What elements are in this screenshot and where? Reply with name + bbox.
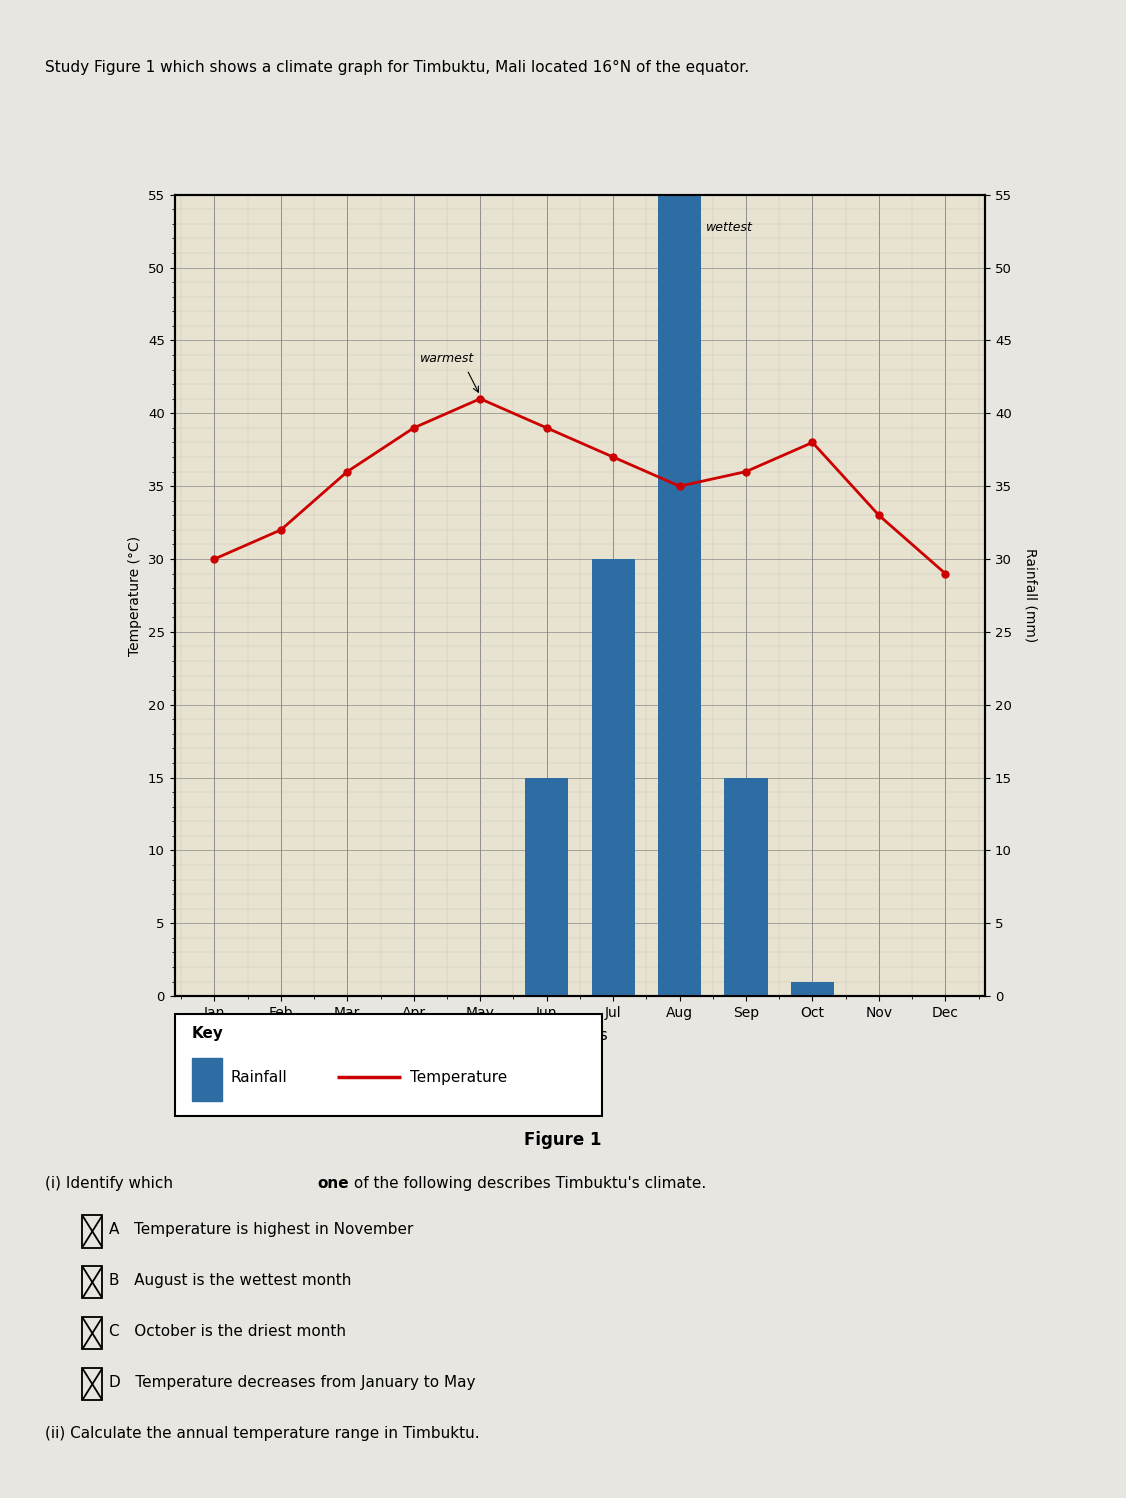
Text: warmest: warmest [420, 352, 475, 366]
Text: of the following describes Timbuktu's climate.: of the following describes Timbuktu's cl… [349, 1176, 706, 1191]
Text: Rainfall: Rainfall [230, 1070, 287, 1085]
Bar [525, 777, 569, 996]
Y-axis label: Temperature (°C): Temperature (°C) [128, 535, 142, 656]
Bar [591, 559, 635, 996]
Text: C   October is the driest month: C October is the driest month [109, 1324, 346, 1339]
Bar [790, 981, 834, 996]
Text: wettest: wettest [706, 222, 753, 234]
Text: B   August is the wettest month: B August is the wettest month [109, 1273, 351, 1288]
Text: Key: Key [191, 1026, 224, 1041]
Bar [724, 777, 768, 996]
Text: Study Figure 1 which shows a climate graph for Timbuktu, Mali located 16°N of th: Study Figure 1 which shows a climate gra… [45, 60, 749, 75]
Text: (ii) Calculate the annual temperature range in Timbuktu.: (ii) Calculate the annual temperature ra… [45, 1426, 480, 1441]
Text: (i) Identify which: (i) Identify which [45, 1176, 178, 1191]
Text: D   Temperature decreases from January to May: D Temperature decreases from January to … [109, 1375, 475, 1390]
Bar [191, 1058, 222, 1101]
Bar [658, 195, 701, 996]
Text: Figure 1: Figure 1 [525, 1131, 601, 1149]
Text: one: one [318, 1176, 349, 1191]
Text: A   Temperature is highest in November: A Temperature is highest in November [109, 1222, 413, 1237]
X-axis label: Months: Months [552, 1028, 608, 1043]
Text: Temperature: Temperature [410, 1070, 507, 1085]
Y-axis label: Rainfall (mm): Rainfall (mm) [1024, 548, 1037, 643]
